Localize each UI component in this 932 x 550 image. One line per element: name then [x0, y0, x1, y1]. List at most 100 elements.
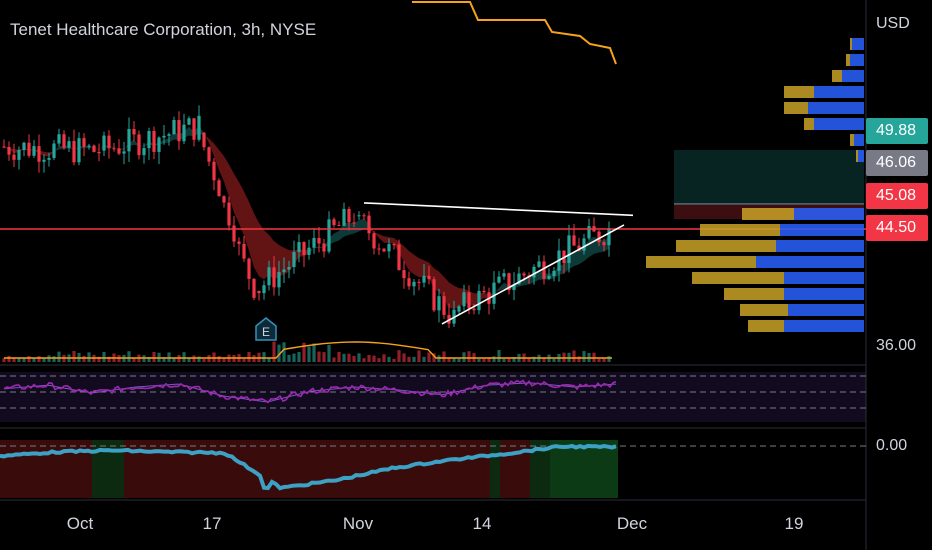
ma-ribbon [359, 218, 364, 232]
volume-profile-bar [856, 150, 858, 162]
volume-bar [72, 350, 76, 362]
volume-bar [492, 356, 496, 362]
oscillator-zone [262, 440, 490, 498]
candle [347, 208, 351, 223]
volume-bar [367, 354, 371, 362]
volume-bar [422, 356, 426, 362]
candle [172, 120, 176, 135]
volume-bar [322, 352, 326, 362]
volume-bar [442, 351, 446, 362]
candle [217, 180, 221, 197]
volume-profile-bar [784, 288, 864, 300]
volume-bar [357, 353, 361, 362]
candle [477, 290, 481, 311]
volume-bar [297, 352, 301, 362]
volume-profile-bar [784, 102, 808, 114]
candle [92, 145, 96, 152]
volume-bar [362, 358, 366, 362]
chart-title: Tenet Healthcare Corporation, 3h, NYSE [10, 20, 317, 39]
candle [307, 247, 311, 255]
volume-bar [22, 357, 26, 362]
volume-bar [452, 357, 456, 362]
volume-profile-bar [788, 304, 864, 316]
ma-ribbon [454, 285, 459, 309]
volume-bar [342, 353, 346, 362]
ma-ribbon [384, 236, 389, 244]
candle [107, 135, 111, 149]
candle [322, 243, 326, 252]
volume-bar [412, 356, 416, 362]
ma-ribbon [499, 282, 504, 291]
candle [512, 284, 516, 291]
ma-ribbon [209, 138, 214, 157]
volume-profile-bar [808, 102, 864, 114]
volume-bar [82, 355, 86, 362]
volume-bar [427, 352, 431, 362]
volume-bar [397, 350, 401, 362]
candle [352, 222, 356, 224]
candle [392, 244, 396, 246]
ma-ribbon [354, 220, 359, 234]
candle [542, 261, 546, 279]
candle [397, 244, 401, 271]
candle [427, 275, 431, 280]
volume-bar [97, 356, 101, 362]
candle [32, 146, 36, 156]
volume-bar [282, 342, 286, 362]
candle [472, 308, 476, 311]
volume-profile-bar [692, 272, 784, 284]
ma-ribbon [589, 236, 594, 257]
ma-ribbon [414, 254, 419, 278]
volume-profile-bar [784, 320, 864, 332]
ma-ribbon [379, 234, 384, 243]
volume-profile-bar [742, 208, 794, 220]
volume-profile-bar [676, 240, 776, 252]
candle [522, 273, 526, 276]
candle [602, 242, 606, 246]
volume-bar [527, 357, 531, 362]
candle [27, 142, 31, 156]
ma-ribbon [314, 246, 319, 249]
volume-profile-bar [756, 256, 864, 268]
volume-bar [462, 352, 466, 362]
candle [237, 241, 241, 244]
candle [2, 146, 6, 148]
candle [412, 281, 416, 287]
candle [57, 134, 61, 144]
candle [442, 296, 446, 315]
x-tick-19: 19 [784, 514, 804, 533]
candle [492, 282, 496, 304]
candle [112, 148, 116, 150]
volume-bar [482, 358, 486, 362]
candle [302, 242, 306, 255]
ma-ribbon [169, 131, 174, 143]
price-badge-mid: 46.06 [866, 150, 928, 176]
candle [82, 138, 86, 147]
volume-profile-bar [846, 54, 850, 66]
candle [187, 118, 191, 125]
volume-profile-bar [814, 86, 864, 98]
volume-bar [392, 358, 396, 362]
candle [77, 138, 81, 163]
candle [367, 215, 371, 234]
volume-profile-bar [832, 70, 842, 82]
ma-ribbon [244, 191, 249, 251]
earnings-marker [255, 317, 277, 341]
candle [417, 281, 421, 283]
volume-bar [42, 358, 46, 362]
candle [157, 137, 161, 152]
volume-bar [402, 353, 406, 362]
ma-ribbon [449, 282, 454, 309]
volume-bar [307, 346, 311, 362]
ma-ribbon [224, 156, 229, 197]
volume-bar [242, 358, 246, 362]
volume-bar [407, 356, 411, 362]
candle [567, 235, 571, 264]
volume-bar [507, 358, 511, 362]
candle [137, 134, 141, 156]
volume-bar [337, 351, 341, 362]
volume-bar [12, 358, 16, 362]
candle [517, 273, 521, 285]
volume-bar [167, 352, 171, 362]
